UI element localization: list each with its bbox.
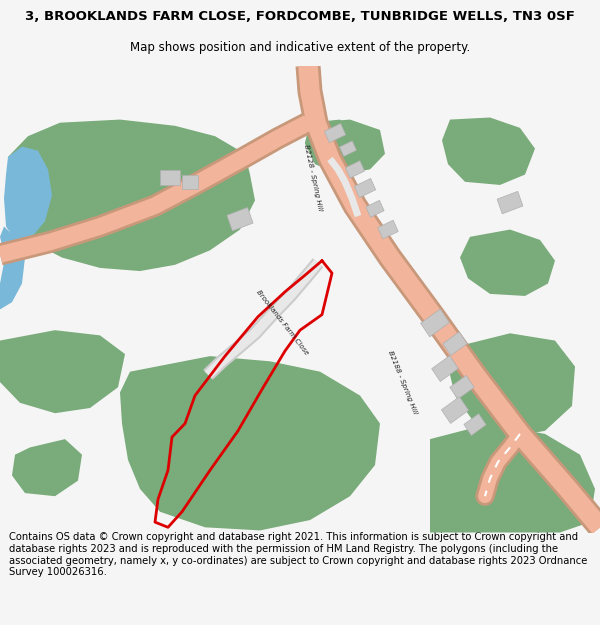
- Polygon shape: [378, 220, 398, 239]
- Text: Map shows position and indicative extent of the property.: Map shows position and indicative extent…: [130, 41, 470, 54]
- Polygon shape: [431, 356, 458, 381]
- Polygon shape: [4, 146, 52, 240]
- Text: Brooklands Farm Close: Brooklands Farm Close: [255, 289, 309, 356]
- Polygon shape: [305, 119, 355, 161]
- Text: Contains OS data © Crown copyright and database right 2021. This information is : Contains OS data © Crown copyright and d…: [9, 532, 587, 578]
- Polygon shape: [160, 171, 180, 185]
- Polygon shape: [366, 201, 384, 217]
- Polygon shape: [12, 439, 82, 496]
- Polygon shape: [182, 175, 198, 189]
- Polygon shape: [450, 376, 474, 399]
- Polygon shape: [346, 161, 365, 178]
- Text: B2128 - Spring Hill: B2128 - Spring Hill: [303, 144, 323, 211]
- Text: B2188 - Spring Hill: B2188 - Spring Hill: [386, 349, 418, 414]
- Polygon shape: [430, 424, 595, 532]
- Polygon shape: [460, 229, 555, 296]
- Polygon shape: [442, 118, 535, 185]
- Polygon shape: [443, 332, 467, 356]
- Polygon shape: [442, 397, 469, 423]
- Polygon shape: [355, 179, 376, 198]
- Polygon shape: [0, 226, 25, 309]
- Polygon shape: [497, 191, 523, 214]
- Polygon shape: [421, 309, 449, 337]
- Polygon shape: [8, 119, 255, 271]
- Polygon shape: [448, 333, 575, 437]
- Polygon shape: [464, 414, 486, 436]
- Text: 3, BROOKLANDS FARM CLOSE, FORDCOMBE, TUNBRIDGE WELLS, TN3 0SF: 3, BROOKLANDS FARM CLOSE, FORDCOMBE, TUN…: [25, 10, 575, 23]
- Polygon shape: [120, 356, 380, 531]
- Polygon shape: [227, 208, 253, 231]
- Polygon shape: [325, 124, 346, 142]
- Polygon shape: [305, 119, 385, 174]
- Polygon shape: [0, 330, 125, 413]
- Polygon shape: [340, 141, 356, 156]
